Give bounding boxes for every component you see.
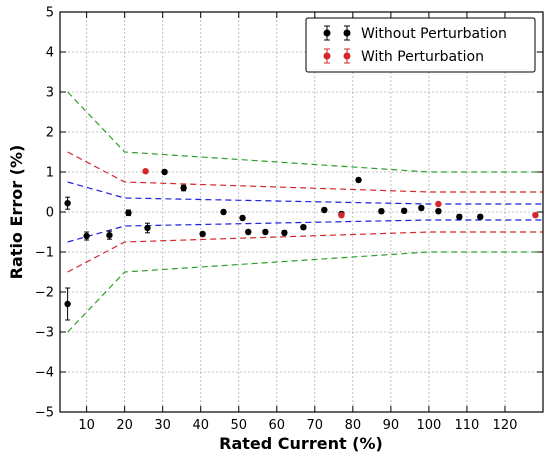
y-tick-label: 4 — [46, 46, 54, 61]
point-without-perturbation — [220, 208, 227, 216]
data-marker — [144, 224, 151, 232]
x-tick-label: 60 — [269, 418, 286, 433]
x-tick-label: 90 — [383, 418, 400, 433]
x-tick-label: 70 — [307, 418, 324, 433]
point-without-perturbation — [245, 228, 252, 236]
point-without-perturbation — [144, 222, 151, 234]
data-marker — [418, 204, 425, 212]
point-without-perturbation — [378, 208, 385, 215]
data-marker — [106, 232, 113, 239]
data-points — [64, 168, 539, 321]
data-marker — [435, 208, 442, 215]
y-tick-label: −1 — [35, 246, 54, 261]
data-marker — [456, 213, 463, 220]
data-marker — [161, 168, 168, 176]
data-marker — [300, 224, 307, 231]
x-tick-label: 10 — [78, 418, 95, 433]
data-marker — [64, 200, 71, 207]
point-without-perturbation — [125, 209, 132, 217]
point-with-perturbation — [435, 200, 442, 208]
point-without-perturbation — [300, 224, 307, 231]
point-with-perturbation — [338, 212, 345, 219]
y-tick-label: 5 — [46, 6, 54, 21]
legend-label-with-perturbation: With Perturbation — [361, 49, 484, 65]
limit-line-lower — [67, 251, 543, 333]
point-without-perturbation — [106, 230, 113, 240]
point-without-perturbation — [64, 287, 71, 321]
x-tick-label: 100 — [416, 418, 441, 433]
x-tick-label: 80 — [345, 418, 362, 433]
y-tick-label: −4 — [35, 366, 54, 381]
x-tick-label: 120 — [493, 418, 518, 433]
limit-line-lower — [67, 219, 543, 243]
point-without-perturbation — [281, 229, 288, 236]
point-without-perturbation — [262, 228, 269, 236]
y-tick-label: −3 — [35, 326, 54, 341]
data-marker — [477, 213, 484, 220]
data-marker — [64, 300, 71, 308]
point-without-perturbation — [180, 184, 187, 192]
data-marker — [321, 206, 328, 214]
data-marker — [400, 207, 408, 214]
point-without-perturbation — [477, 213, 484, 220]
point-without-perturbation — [418, 204, 425, 212]
data-marker — [338, 212, 345, 219]
point-without-perturbation — [64, 196, 71, 210]
point-without-perturbation — [456, 213, 463, 220]
data-marker — [378, 208, 385, 215]
point-without-perturbation — [161, 168, 168, 176]
legend-box — [305, 17, 536, 73]
x-tick-label: 50 — [230, 418, 247, 433]
data-marker — [262, 228, 269, 236]
x-tick-label: 30 — [154, 418, 171, 433]
data-marker — [199, 230, 206, 238]
ticks: 10 20 30 40 50 60 70 80 90 100 110 120 −5 −4 −3 −2 −1 0 1 2… — [35, 6, 543, 433]
legend-marker-without-perturbation — [323, 25, 351, 41]
limit-line-upper — [67, 151, 543, 193]
data-marker — [245, 228, 252, 236]
point-without-perturbation — [239, 214, 246, 222]
data-marker — [435, 200, 442, 208]
point-without-perturbation — [199, 230, 206, 238]
legend-label-without-perturbation: Without Perturbation — [361, 26, 507, 42]
data-marker — [532, 212, 539, 219]
x-tick-label: 110 — [455, 418, 480, 433]
data-marker — [180, 184, 187, 192]
point-with-perturbation — [532, 212, 539, 219]
legend: Without Perturbation With Perturbation — [305, 17, 536, 73]
point-without-perturbation — [355, 176, 362, 184]
limit-line-upper — [67, 181, 543, 205]
data-marker — [125, 209, 132, 216]
data-marker — [83, 232, 90, 240]
legend-marker-with-perturbation — [323, 48, 351, 64]
limit-line-lower — [67, 231, 543, 273]
limit-lines — [67, 91, 543, 333]
data-marker — [281, 229, 288, 236]
y-tick-label: 1 — [46, 166, 54, 181]
x-tick-label: 20 — [116, 418, 133, 433]
limit-line-upper — [67, 91, 543, 173]
grid — [60, 12, 543, 412]
y-tick-label: −2 — [35, 286, 54, 301]
point-without-perturbation — [400, 207, 408, 214]
y-tick-label: 0 — [46, 206, 54, 221]
point-without-perturbation — [83, 231, 90, 241]
point-without-perturbation — [321, 206, 328, 214]
y-tick-label: 3 — [46, 86, 54, 101]
data-marker — [220, 208, 227, 216]
data-marker — [142, 168, 149, 175]
y-tick-label: 2 — [46, 126, 54, 141]
point-without-perturbation — [435, 208, 442, 215]
data-marker — [239, 214, 246, 222]
point-with-perturbation — [142, 168, 149, 175]
x-axis-label: Rated Current (%) — [219, 434, 383, 453]
y-tick-label: −5 — [35, 406, 54, 421]
y-axis-label: Ratio Error (%) — [7, 145, 26, 280]
data-marker — [355, 176, 362, 184]
x-tick-label: 40 — [192, 418, 209, 433]
